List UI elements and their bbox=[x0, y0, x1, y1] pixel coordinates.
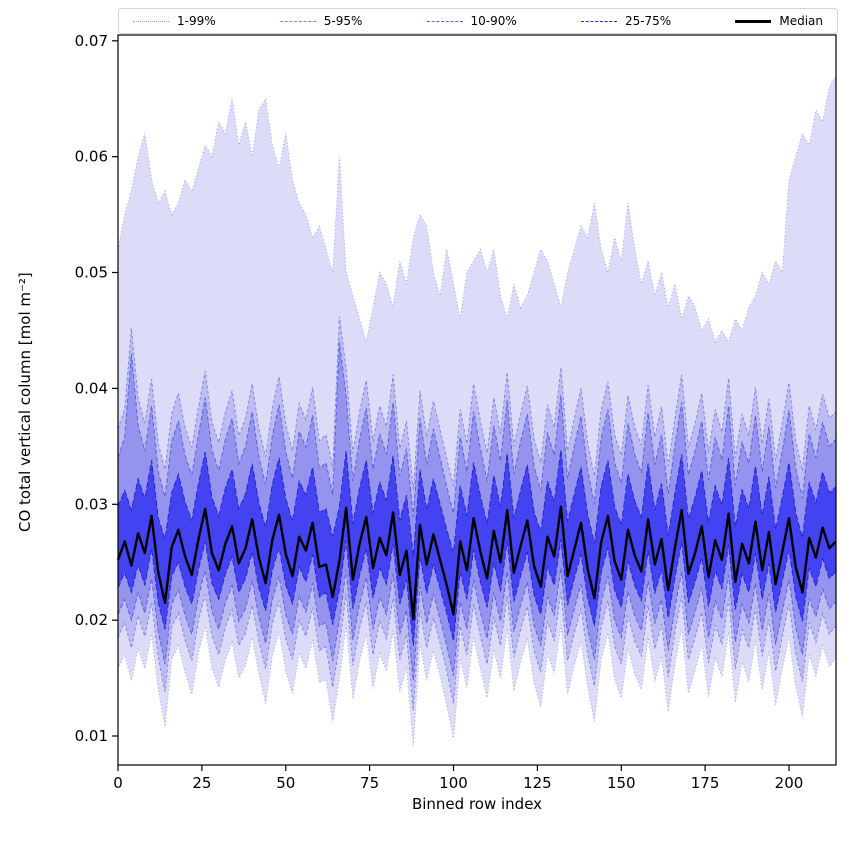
legend-item-median: Median bbox=[735, 14, 823, 28]
legend-item-10-90: 10-90% bbox=[426, 14, 517, 28]
x-tick-label: 25 bbox=[192, 774, 211, 792]
axes-frame bbox=[117, 34, 837, 766]
legend-line-median-icon bbox=[735, 19, 772, 23]
x-tick-label: 150 bbox=[607, 774, 636, 792]
band-5-95%-lower-edge bbox=[117, 592, 837, 711]
band-10-90%-upper-edge bbox=[117, 342, 837, 518]
x-tick-label: 50 bbox=[276, 774, 295, 792]
band-5-95%-upper-edge bbox=[117, 316, 837, 490]
y-tick-label: 0.06 bbox=[75, 148, 108, 166]
x-tick-label: 100 bbox=[439, 774, 468, 792]
y-tick-label: 0.02 bbox=[75, 611, 108, 629]
y-tick-label: 0.01 bbox=[75, 727, 108, 745]
x-tick-label: 75 bbox=[360, 774, 379, 792]
x-tick-label: 0 bbox=[113, 774, 123, 792]
legend-line-10-90-icon bbox=[426, 20, 463, 22]
y-axis-label: CO total vertical column [mol m⁻²] bbox=[16, 272, 34, 532]
median-line bbox=[116, 505, 837, 621]
band-10-90%-lower-edge bbox=[117, 567, 837, 681]
legend-label-25-75: 25-75% bbox=[624, 14, 672, 28]
y-tick-label: 0.05 bbox=[75, 264, 108, 282]
legend-line-1-99-icon bbox=[133, 20, 169, 22]
legend: 1-99% 5-95% 10-90% 25-75% Median bbox=[118, 8, 838, 34]
x-tick-label: 175 bbox=[691, 774, 720, 792]
legend-label-median: Median bbox=[779, 14, 823, 28]
legend-item-25-75: 25-75% bbox=[580, 14, 672, 28]
band-25-75%-upper-edge bbox=[117, 449, 837, 557]
y-tick-label: 0.07 bbox=[75, 32, 108, 50]
legend-line-25-75-icon bbox=[580, 20, 617, 22]
y-tick-label: 0.04 bbox=[75, 379, 108, 397]
legend-line-5-95-icon bbox=[279, 20, 316, 22]
legend-item-1-99: 1-99% bbox=[133, 14, 216, 28]
x-tick-label: 200 bbox=[775, 774, 804, 792]
band-25-75%-area bbox=[118, 449, 836, 646]
band-1-99%-upper-edge bbox=[117, 75, 837, 344]
legend-item-5-95: 5-95% bbox=[279, 14, 363, 28]
legend-label-10-90: 10-90% bbox=[470, 14, 517, 28]
x-tick-label: 125 bbox=[523, 774, 552, 792]
y-tick-label: 0.03 bbox=[75, 495, 108, 513]
x-axis-label: Binned row index bbox=[411, 795, 543, 813]
legend-label-5-95: 5-95% bbox=[323, 14, 363, 28]
band-25-75%-lower-edge bbox=[117, 538, 837, 646]
legend-label-1-99: 1-99% bbox=[177, 14, 216, 28]
